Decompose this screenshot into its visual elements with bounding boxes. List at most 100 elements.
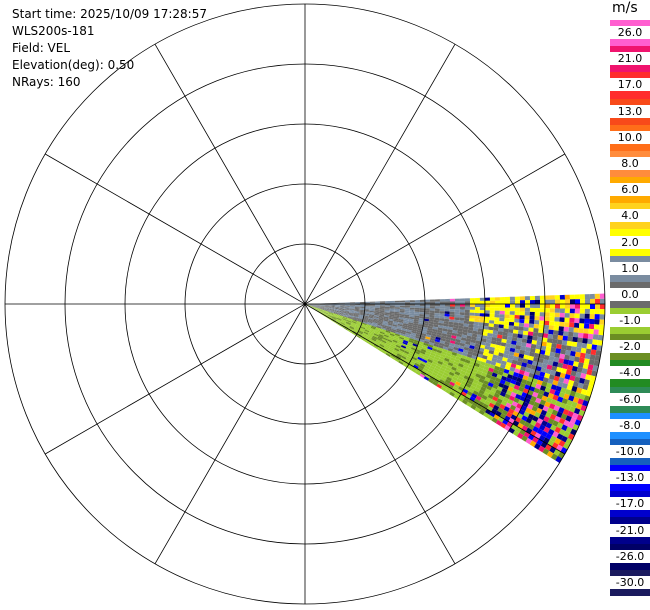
velocity-gate	[385, 330, 391, 334]
velocity-gate	[395, 302, 400, 304]
velocity-gate	[598, 329, 604, 336]
velocity-gate	[394, 308, 400, 311]
velocity-gate	[358, 331, 363, 335]
velocity-gate	[574, 351, 581, 358]
velocity-gate	[564, 354, 570, 361]
velocity-gate	[465, 393, 472, 399]
velocity-gate	[508, 321, 515, 326]
velocity-gate	[407, 354, 413, 359]
velocity-gate	[409, 338, 415, 342]
velocity-gate	[578, 332, 584, 339]
velocity-gate	[423, 318, 430, 322]
velocity-gate	[442, 362, 448, 367]
velocity-gate	[575, 299, 580, 304]
velocity-gate	[476, 337, 482, 342]
velocity-gate	[535, 344, 542, 350]
velocity-gate	[494, 313, 500, 318]
velocity-gate	[315, 304, 320, 305]
velocity-gate	[364, 313, 370, 316]
velocity-gate	[541, 381, 548, 387]
velocity-gate	[400, 302, 405, 304]
velocity-gate	[409, 313, 415, 316]
velocity-gate	[473, 349, 479, 354]
velocity-gate	[309, 306, 314, 309]
velocity-gate	[342, 316, 348, 319]
velocity-gate	[517, 333, 523, 339]
velocity-gate	[510, 304, 515, 308]
velocity-gate	[394, 346, 401, 350]
velocity-gate	[458, 363, 464, 368]
velocity-gate	[351, 321, 357, 324]
velocity-gate	[404, 336, 410, 340]
velocity-gate	[525, 417, 533, 424]
velocity-gate	[495, 362, 501, 368]
velocity-gate	[520, 300, 525, 304]
velocity-gate	[556, 339, 563, 345]
velocity-gate	[449, 311, 455, 315]
velocity-gate	[451, 351, 458, 357]
velocity-gate	[423, 354, 430, 359]
velocity-gate	[530, 364, 537, 371]
velocity-gate	[336, 318, 342, 322]
velocity-gate	[439, 313, 445, 317]
velocity-gate	[534, 316, 540, 321]
velocity-gate	[329, 310, 335, 312]
velocity-gate	[433, 379, 440, 384]
velocity-gate	[344, 312, 349, 315]
velocity-gate	[334, 310, 340, 313]
velocity-gate	[364, 311, 370, 313]
velocity-gate	[339, 305, 345, 307]
velocity-gate	[369, 308, 375, 311]
velocity-gate	[399, 315, 405, 318]
velocity-gate	[373, 334, 379, 338]
velocity-gate	[539, 385, 547, 392]
velocity-gate	[521, 362, 528, 368]
velocity-gate	[542, 333, 549, 339]
velocity-gate	[494, 347, 500, 353]
velocity-gate	[534, 320, 540, 325]
colorbar-tick-label: 10.0	[610, 130, 650, 144]
velocity-gate	[496, 337, 502, 343]
velocity-gate	[336, 319, 341, 323]
colorbar-tick-label: 1.0	[610, 261, 650, 275]
velocity-gate	[309, 306, 315, 309]
velocity-gate	[477, 353, 483, 359]
velocity-gate	[569, 294, 575, 300]
velocity-gate	[329, 310, 334, 313]
velocity-gate	[548, 356, 555, 362]
velocity-gate	[361, 335, 367, 339]
velocity-gate	[535, 366, 542, 372]
velocity-gate	[589, 375, 597, 382]
velocity-gate	[397, 323, 403, 327]
velocity-gate	[565, 389, 572, 396]
velocity-gate	[432, 381, 438, 387]
velocity-gate	[483, 348, 490, 354]
velocity-gate	[359, 310, 365, 313]
velocity-gate	[547, 418, 555, 425]
velocity-gate	[492, 384, 499, 390]
velocity-gate	[438, 322, 444, 326]
velocity-gate	[419, 306, 425, 309]
velocity-gate	[547, 360, 554, 366]
velocity-gate	[453, 324, 459, 329]
velocity-gate	[324, 309, 329, 312]
velocity-gate	[369, 311, 375, 314]
velocity-gate	[525, 437, 533, 445]
velocity-gate	[471, 382, 478, 388]
velocity-gate	[551, 365, 558, 372]
velocity-gate	[460, 304, 465, 307]
velocity-gate	[314, 307, 319, 310]
velocity-gate	[404, 311, 410, 314]
velocity-gate	[459, 312, 465, 316]
velocity-gate	[339, 311, 345, 313]
velocity-gate	[442, 348, 448, 353]
velocity-gate	[410, 302, 415, 304]
velocity-gate	[368, 318, 374, 321]
velocity-gate	[412, 326, 418, 330]
velocity-gate	[433, 356, 440, 361]
velocity-gate	[464, 309, 470, 313]
velocity-gate	[542, 337, 548, 343]
velocity-gate	[453, 319, 460, 323]
velocity-gate	[314, 305, 320, 307]
velocity-gate	[491, 337, 497, 342]
